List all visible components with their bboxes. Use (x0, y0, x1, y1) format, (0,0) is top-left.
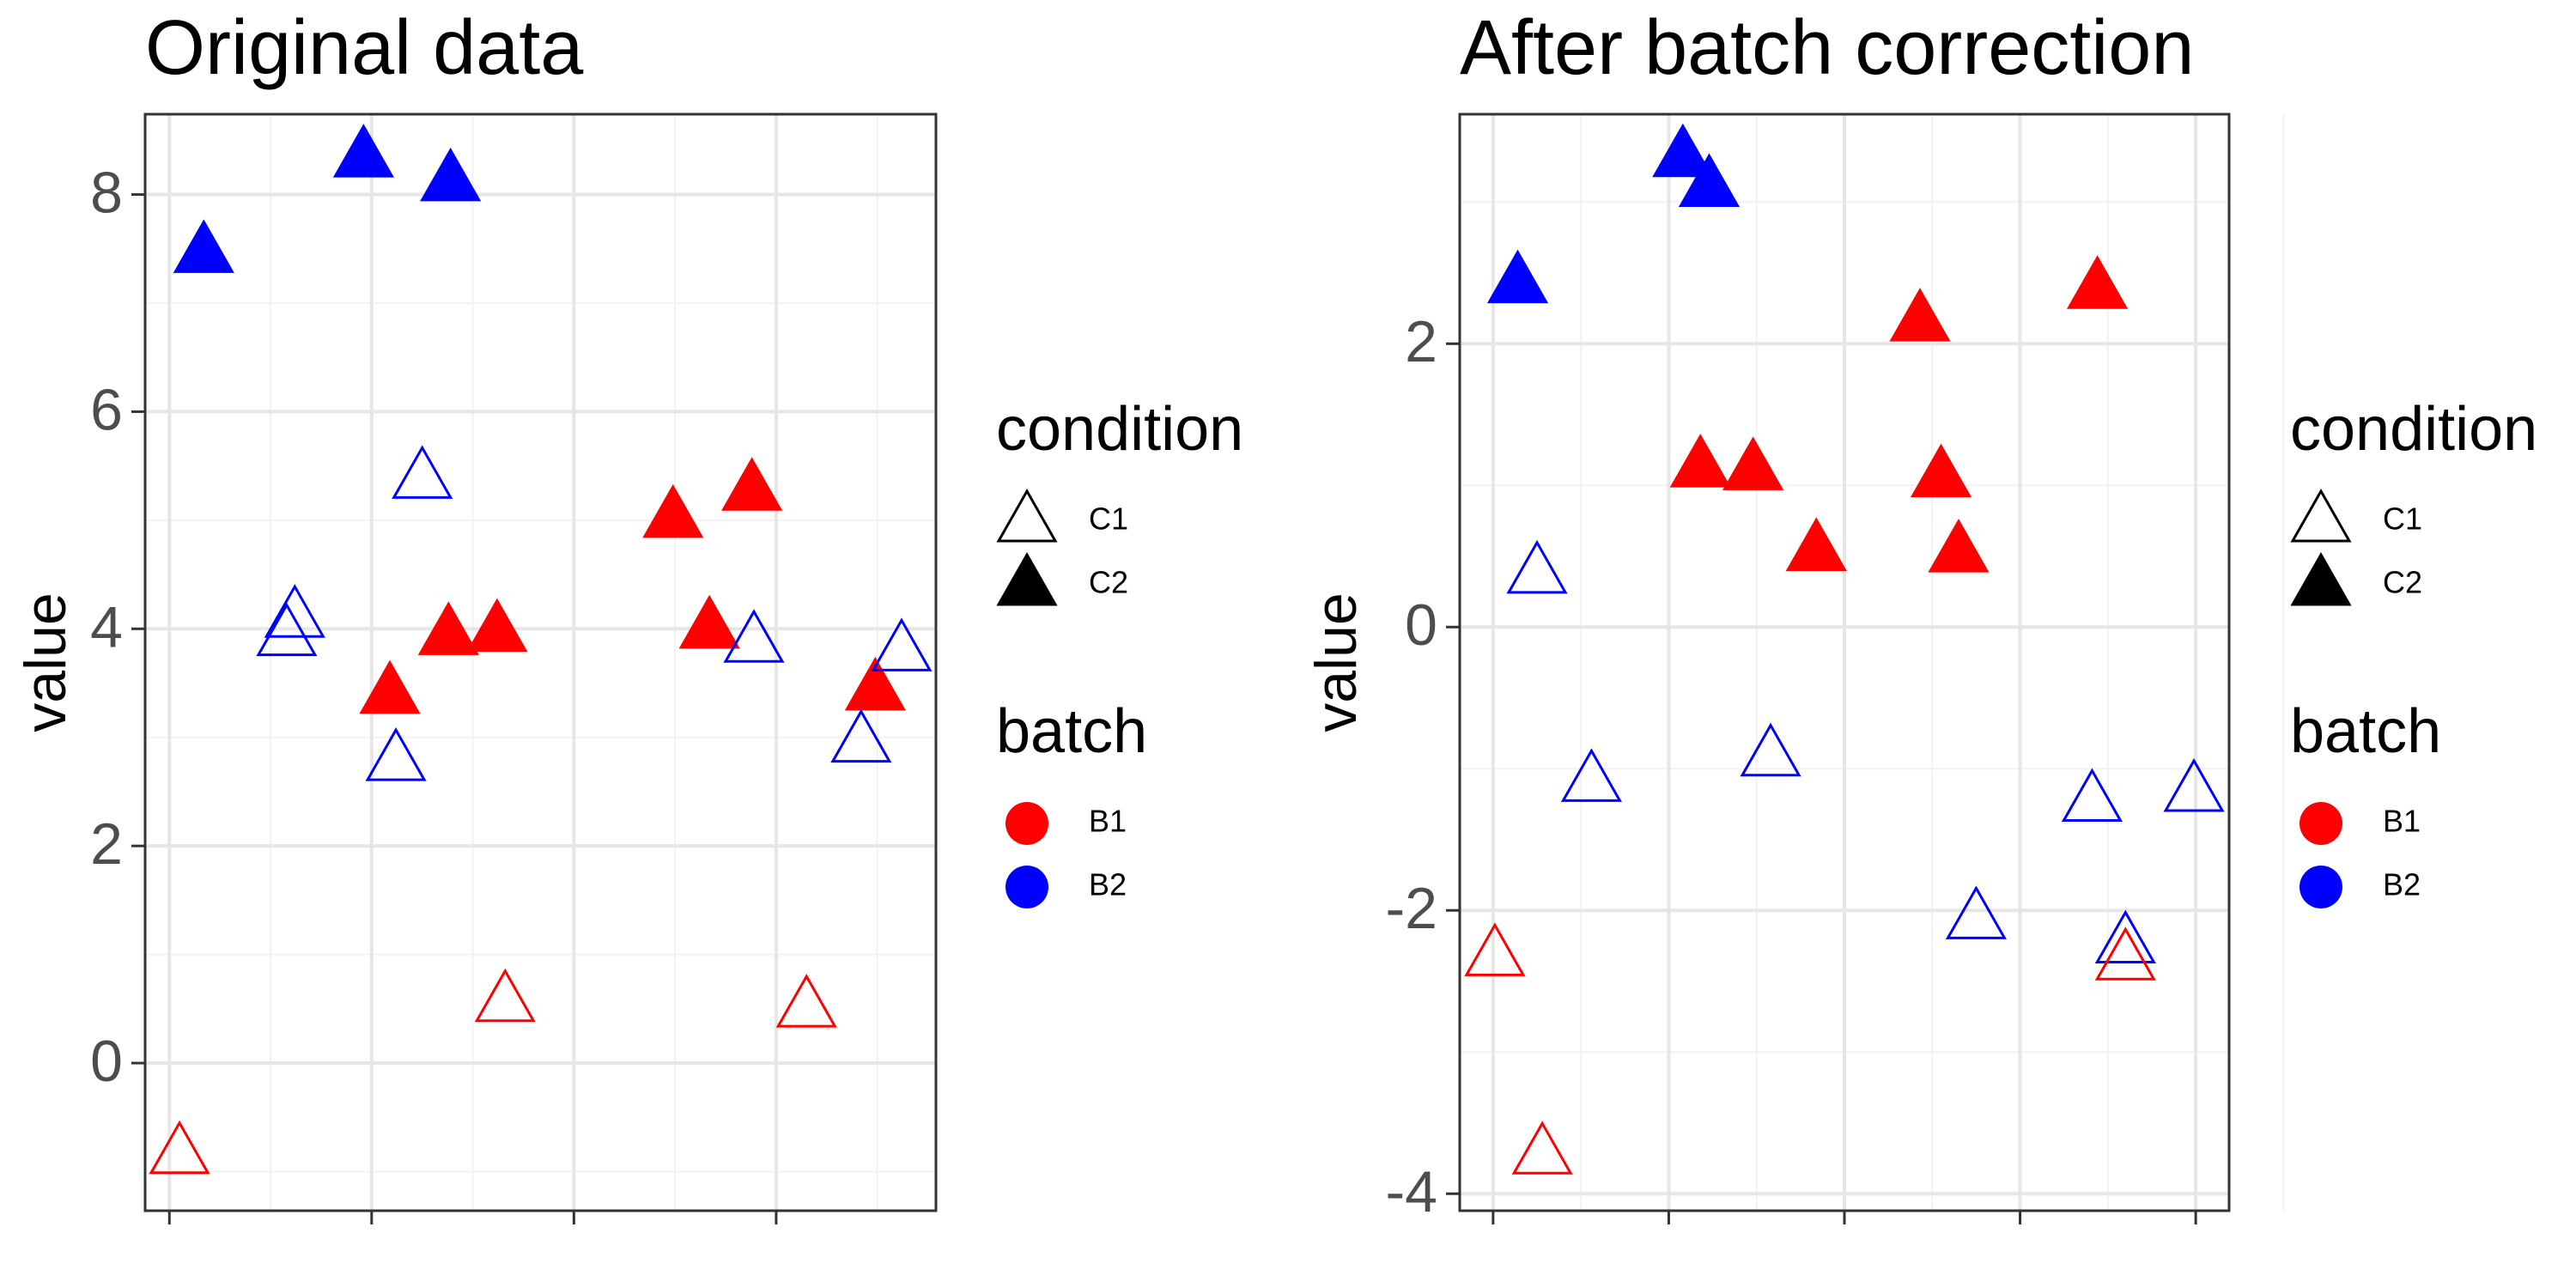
panel: -4 -2 0 2 After batch correction value conditi… (1303, 5, 2537, 1224)
data-point (1928, 519, 1990, 573)
data-point (332, 124, 394, 178)
data-point (1506, 539, 1568, 594)
data-point (1486, 249, 1549, 304)
y-tick-label: 8 (90, 161, 123, 226)
data-point (1511, 1121, 1573, 1175)
data-point (1910, 443, 1972, 498)
data-point (2061, 768, 2123, 822)
data-point (1945, 885, 2007, 939)
legend-label: B1 (1089, 804, 1127, 839)
chart-title: Original data (145, 5, 584, 91)
data-point (642, 483, 704, 538)
legend-label: C2 (1089, 565, 1128, 600)
data-point (1740, 722, 1801, 777)
data-point (466, 598, 528, 653)
data-point (392, 445, 453, 499)
legend-label: B2 (2383, 867, 2421, 902)
legend-title: condition (996, 395, 1243, 464)
data-point (149, 1120, 210, 1175)
y-tick-label: 4 (90, 594, 123, 659)
legend-key (996, 551, 1058, 606)
data-point (256, 602, 318, 657)
y-tick-label: 2 (1405, 309, 1437, 374)
data-point (2067, 255, 2129, 309)
y-tick-label: 0 (1405, 592, 1437, 658)
legend-label: B1 (2383, 804, 2421, 839)
data-point (775, 974, 837, 1028)
y-tick-label: 0 (90, 1029, 123, 1094)
y-tick-label: -4 (1386, 1159, 1437, 1224)
data-point (830, 708, 892, 763)
data-point (474, 968, 536, 1023)
data-point (417, 601, 479, 655)
data-point (359, 659, 421, 714)
panel-border (1458, 112, 2231, 1212)
data-point (1464, 922, 1526, 976)
legend-key (2290, 488, 2352, 543)
data-point (723, 609, 785, 663)
data-point (678, 594, 740, 649)
legend-key (1005, 802, 1048, 845)
legend-title: condition (2290, 395, 2537, 464)
y-axis-label: value (13, 592, 78, 732)
data-point (1652, 123, 1714, 178)
data-point (1560, 748, 1622, 802)
y-axis-label: value (1303, 592, 1369, 732)
data-point (173, 219, 234, 273)
data-point (264, 584, 325, 638)
legend-key (2290, 551, 2352, 606)
data-point (721, 457, 783, 511)
legend-key (1005, 866, 1048, 908)
plot-background (145, 114, 936, 1211)
data-point (1722, 436, 1784, 490)
data-point (2094, 909, 2156, 963)
legend-key (2300, 802, 2342, 845)
data-point (2163, 757, 2225, 812)
legend-title: batch (996, 697, 1147, 766)
data-point (844, 656, 906, 711)
legend-key (996, 488, 1058, 543)
data-point (1889, 288, 1951, 342)
data-point (1669, 434, 1731, 488)
panel-border (143, 112, 938, 1212)
data-point (1785, 517, 1847, 571)
y-tick-label: 2 (90, 811, 123, 877)
legend-label: C1 (2383, 501, 2422, 537)
data-point (1678, 153, 1741, 207)
chart-title: After batch correction (1460, 5, 2194, 91)
data-point (365, 727, 427, 781)
y-tick-label: -2 (1386, 876, 1437, 941)
data-point (2094, 927, 2156, 981)
legend-title: batch (2290, 697, 2441, 766)
legend-key (2300, 866, 2342, 908)
legend-label: B2 (1089, 867, 1127, 902)
data-point (871, 617, 933, 671)
legend-label: C2 (2383, 565, 2422, 600)
panel: 0 2 4 6 8 Original data value condition C1 C2 batc… (13, 5, 1243, 1224)
data-point (420, 147, 482, 202)
y-tick-label: 6 (90, 377, 123, 442)
legend-label: C1 (1089, 501, 1128, 537)
